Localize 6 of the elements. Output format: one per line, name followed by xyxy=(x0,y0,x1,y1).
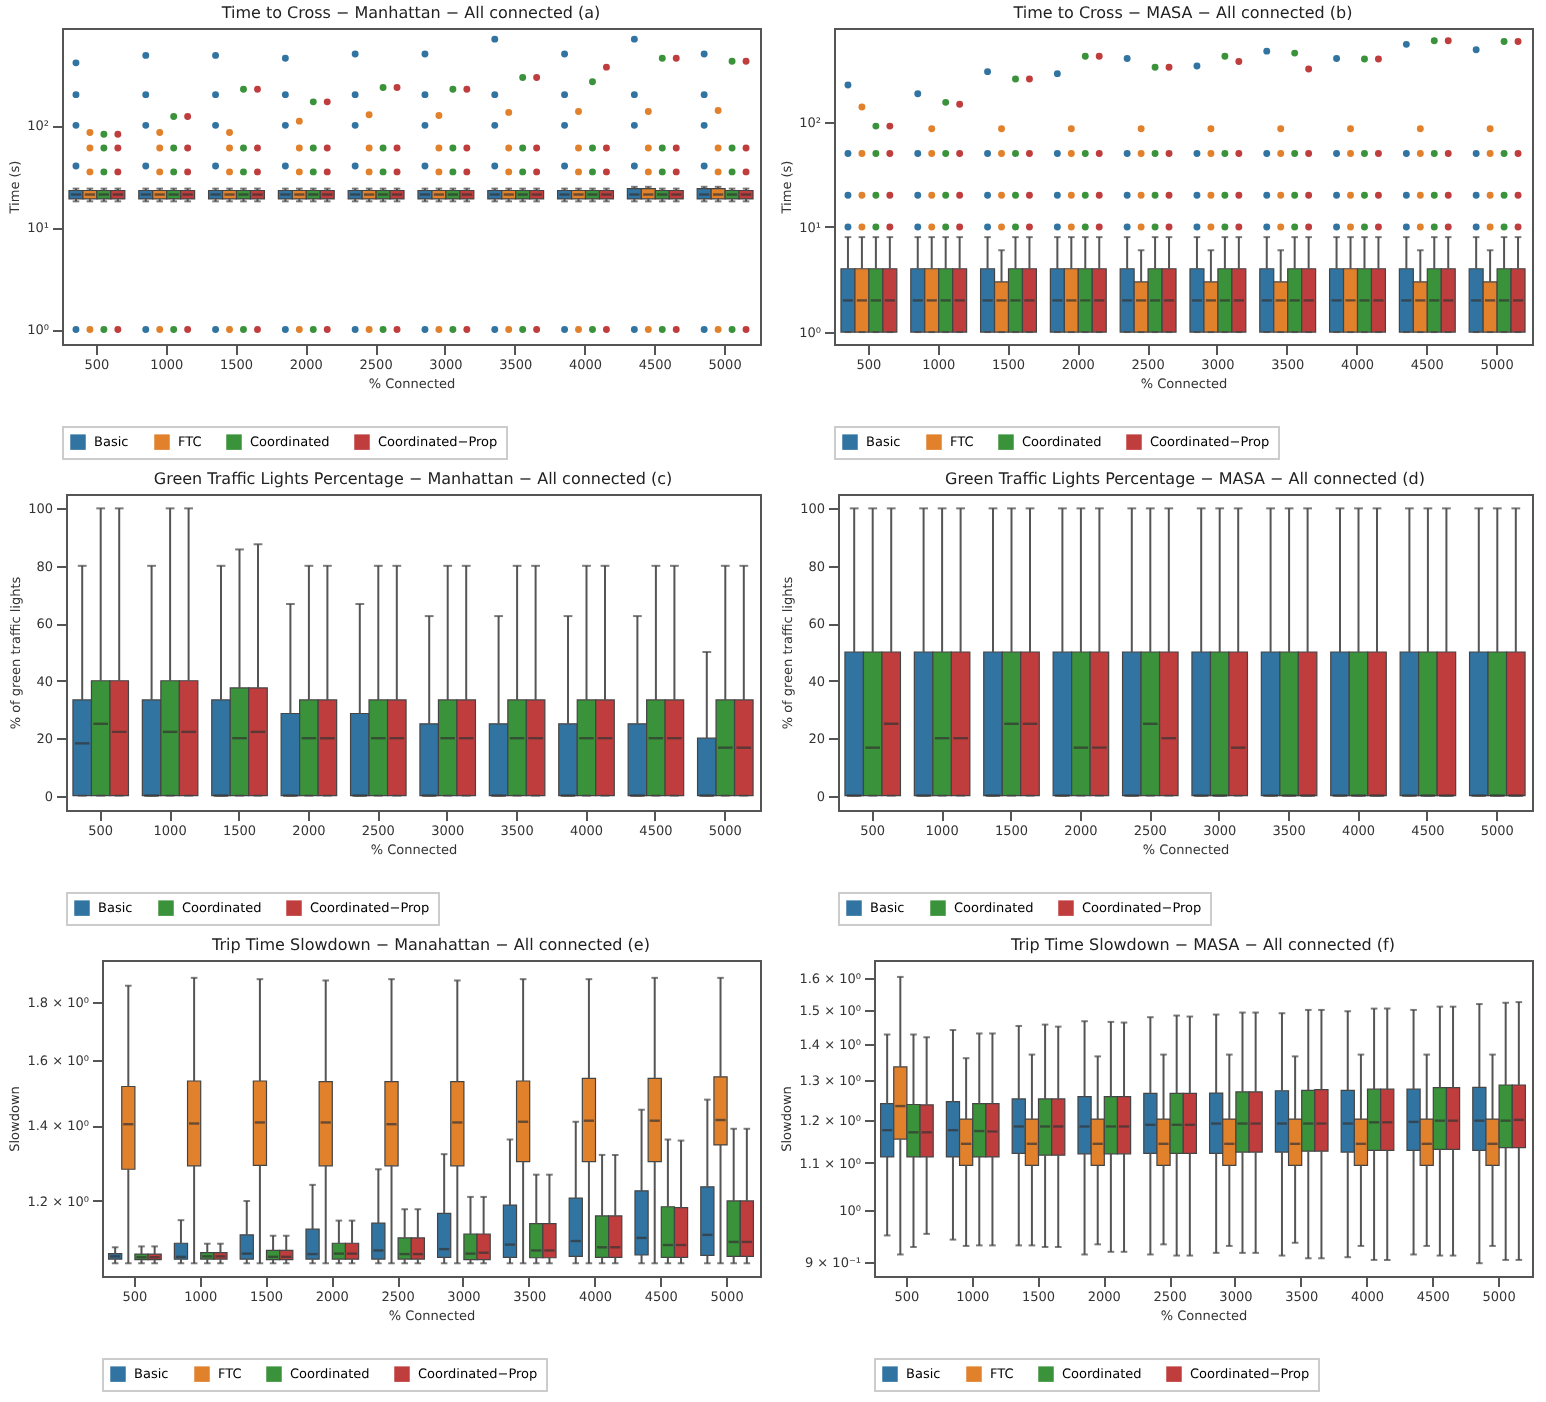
chart-title: Time to Cross − Manhattan − All connected (a) xyxy=(219,4,601,22)
chart-title: Green Traffic Lights Percentage − MASA − All connected (d) xyxy=(945,470,1425,488)
chart-title: Trip Time Slowdown − Manahattan − All connected (e) xyxy=(210,936,650,954)
chart-title: Green Traffic Lights Percentage − Manhattan − All connected (c) xyxy=(153,470,673,488)
chart-title: Time to Cross − MASA − All connected (b) xyxy=(1011,4,1353,22)
chart-title: Trip Time Slowdown − MASA − All connected (f) xyxy=(1009,936,1395,954)
